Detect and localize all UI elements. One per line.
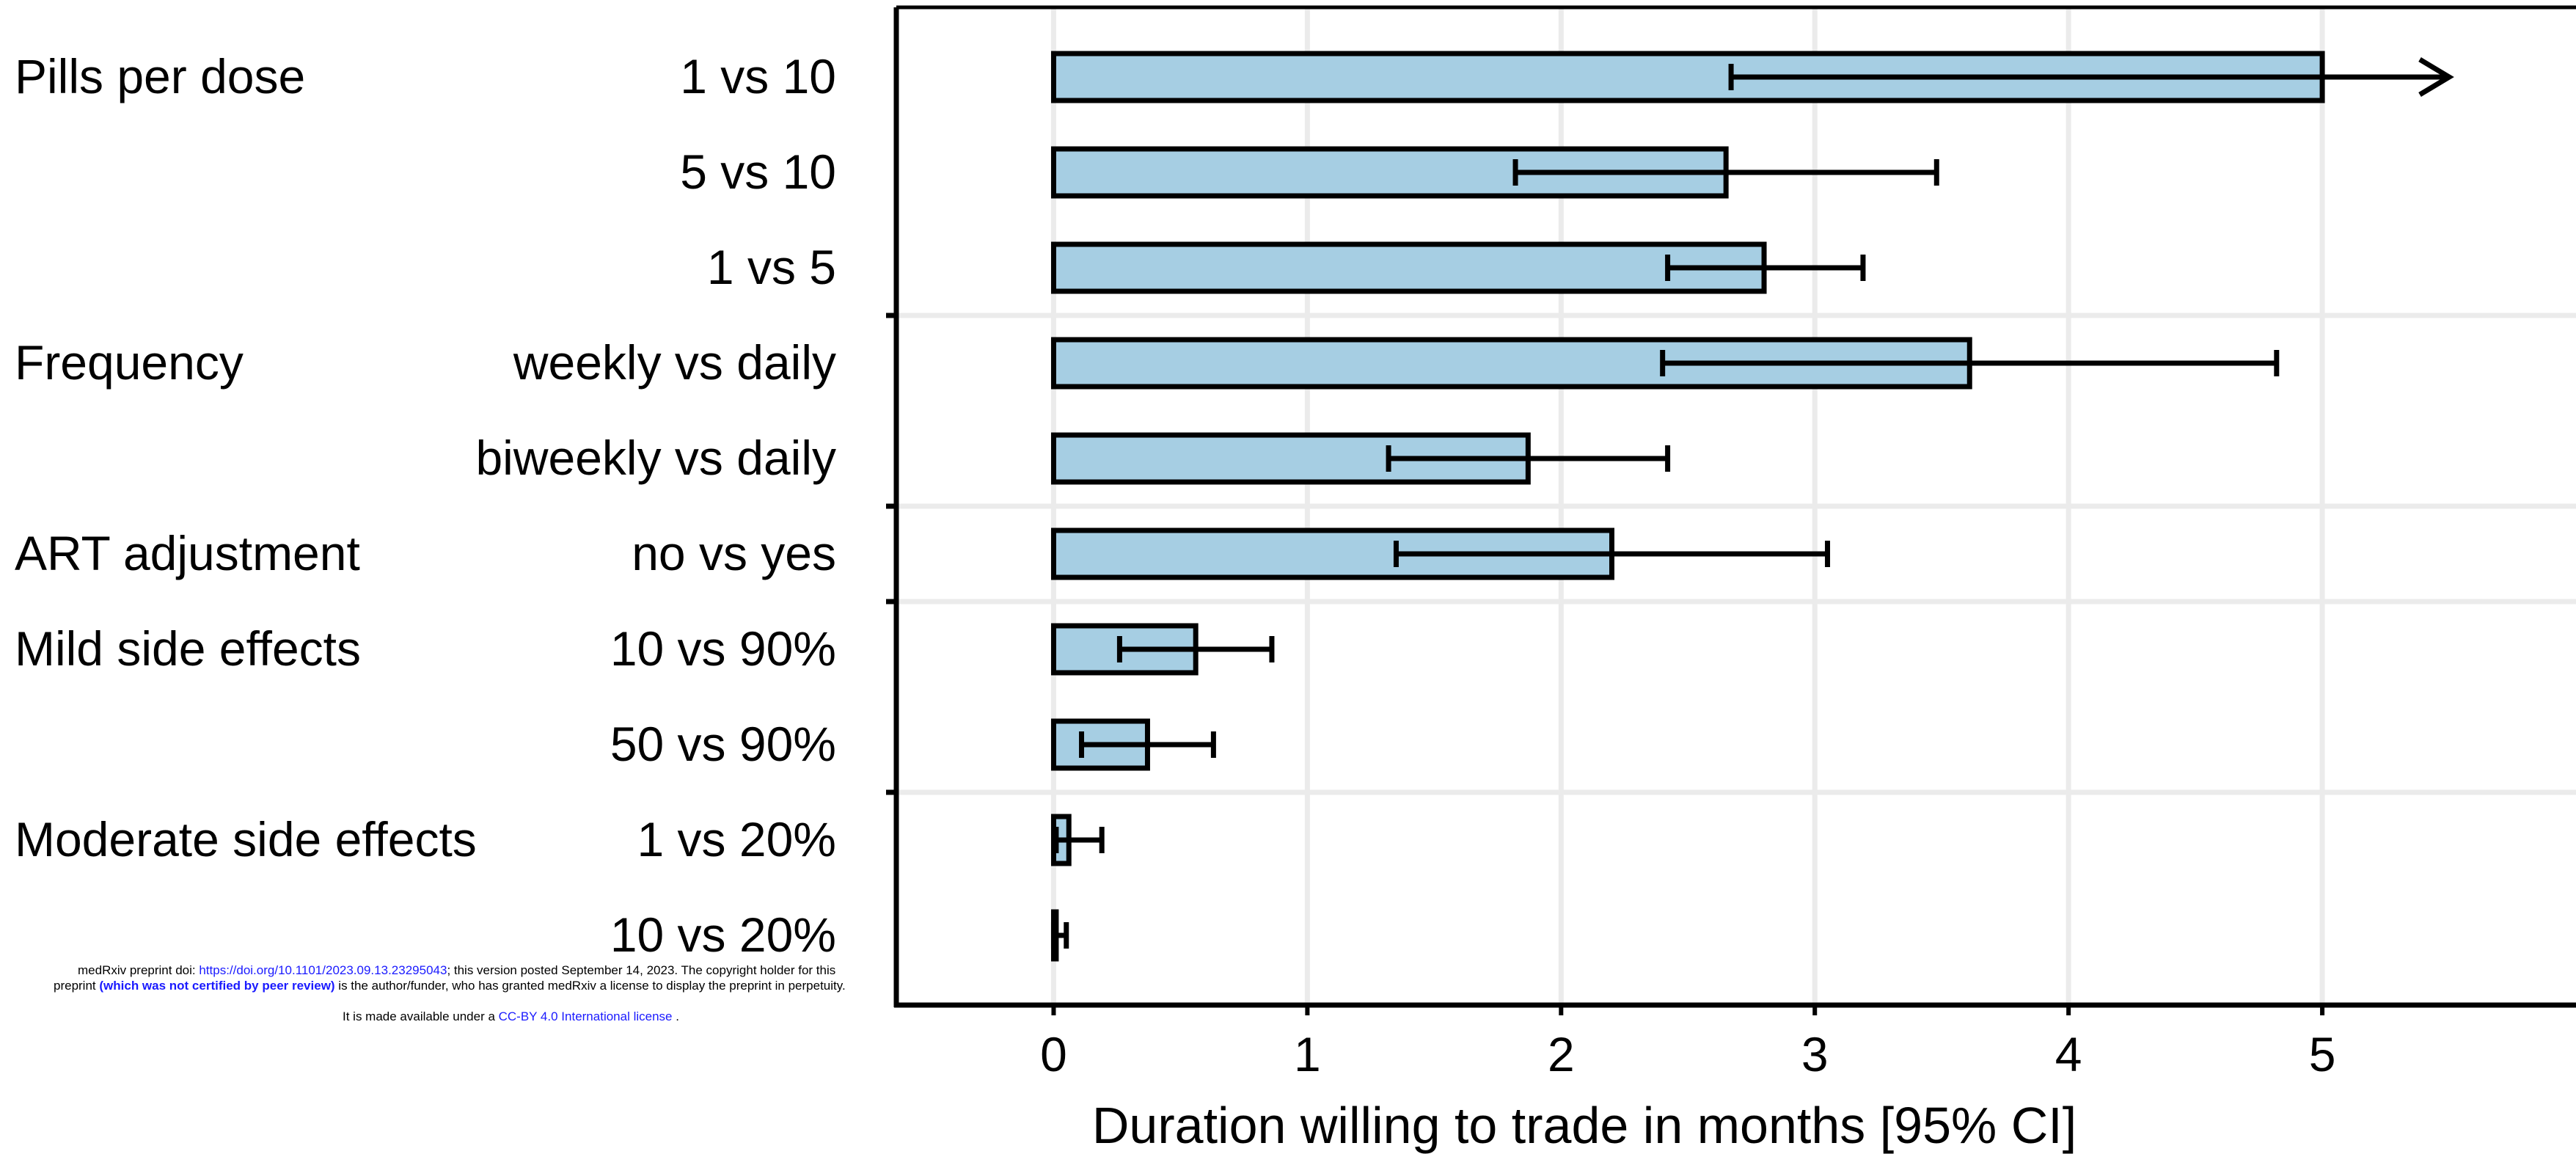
x-axis-title: Duration willing to trade in months [95%… (1092, 1097, 2076, 1154)
license-link[interactable]: CC-BY 4.0 International license (498, 1009, 673, 1023)
group-label: Mild side effects (15, 621, 361, 676)
row-label: 10 vs 20% (610, 908, 836, 962)
bar (1050, 241, 1767, 294)
group-label: Moderate side effects (15, 812, 477, 866)
x-tick-label: 5 (2309, 1027, 2336, 1081)
row-label: biweekly vs daily (475, 431, 836, 485)
group-label: Pills per dose (15, 49, 305, 103)
group-label: Frequency (15, 335, 244, 390)
row-label: no vs yes (632, 526, 836, 580)
row-label: weekly vs daily (513, 335, 836, 390)
notice-line1-suffix: ; this version posted September 14, 2023… (447, 963, 836, 977)
row-label: 1 vs 5 (707, 240, 836, 294)
x-tick-label: 1 (1294, 1027, 1321, 1081)
row-label: 10 vs 90% (610, 621, 836, 676)
doi-link[interactable]: https://doi.org/10.1101/2023.09.13.23295… (199, 963, 447, 977)
x-tick-label: 4 (2055, 1027, 2082, 1081)
medrxiv-notice-line2: preprint (which was not certified by pee… (54, 979, 846, 993)
row-label: 50 vs 90% (610, 717, 836, 771)
x-tick-label: 0 (1040, 1027, 1067, 1081)
medrxiv-notice-line1: medRxiv preprint doi: https://doi.org/10… (78, 963, 835, 978)
row-label: 1 vs 10 (680, 49, 836, 103)
x-tick-label: 2 (1548, 1027, 1575, 1081)
medrxiv-notice-line3: It is made available under a CC-BY 4.0 I… (343, 1009, 679, 1024)
row-label: 5 vs 10 (680, 145, 836, 199)
row-label: 1 vs 20% (637, 812, 836, 866)
x-tick-label: 3 (1801, 1027, 1829, 1081)
notice-line2-suffix: is the author/funder, who has granted me… (334, 979, 846, 993)
peer-review-note: (which was not certified by peer review) (99, 979, 335, 993)
group-label: ART adjustment (15, 526, 360, 580)
notice-line3-prefix: It is made available under a (343, 1009, 499, 1023)
notice-line1-prefix: medRxiv preprint doi: (78, 963, 200, 977)
notice-line2-prefix: preprint (54, 979, 100, 993)
error-bar-arrow (2418, 56, 2454, 98)
notice-line3-suffix: . (672, 1009, 679, 1023)
